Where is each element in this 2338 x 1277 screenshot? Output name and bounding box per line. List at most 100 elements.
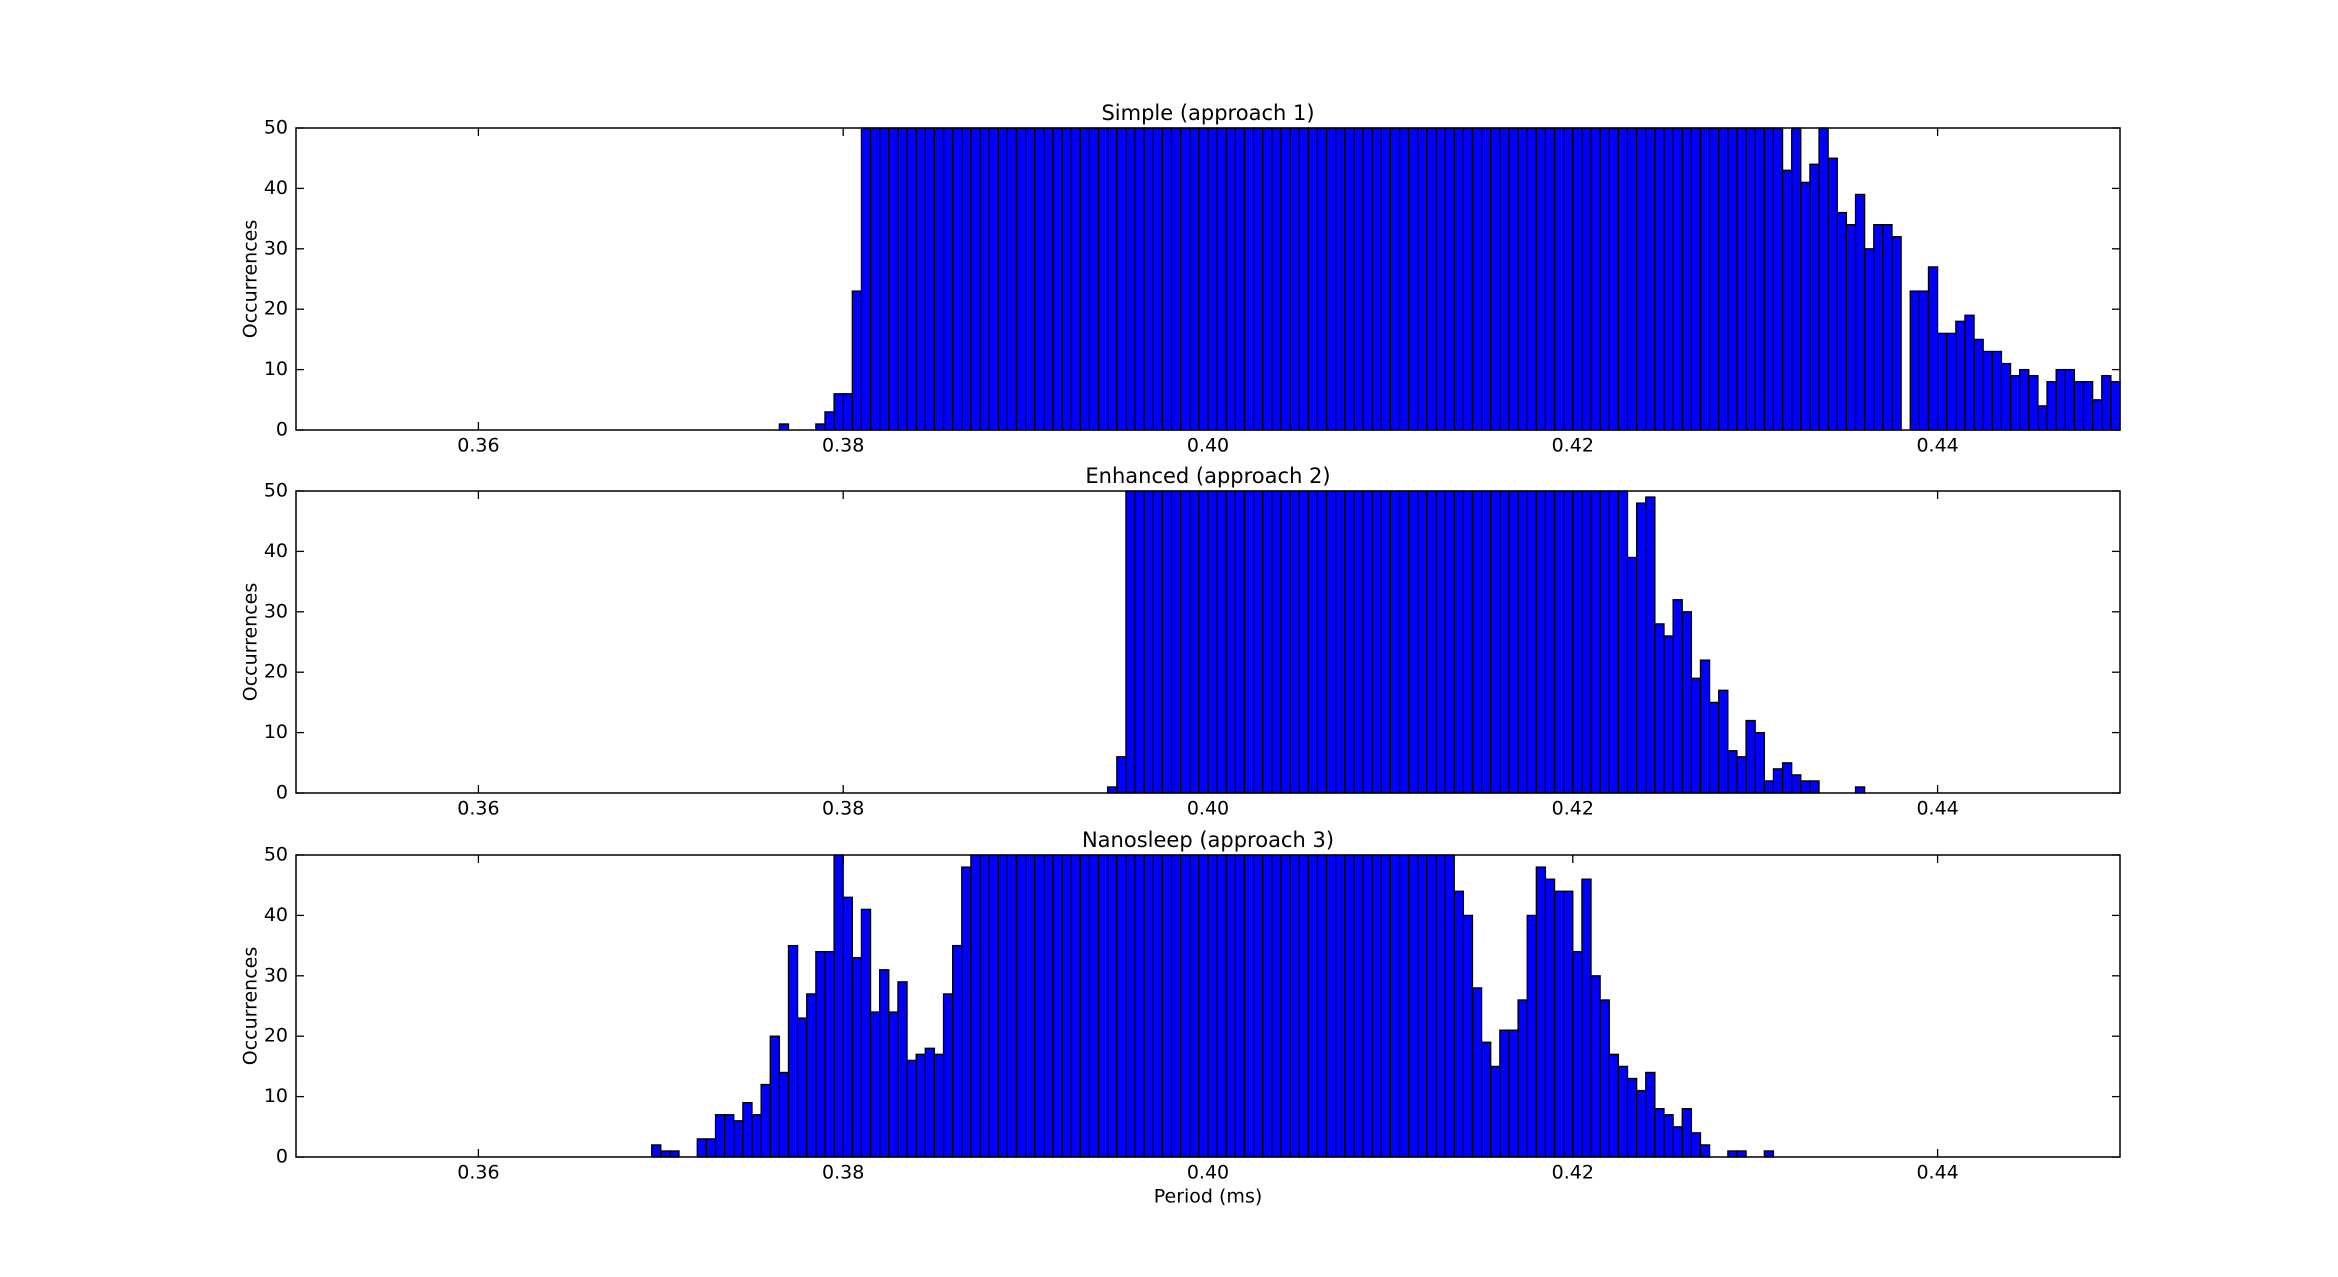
bar bbox=[1161, 127, 1173, 431]
bar bbox=[1380, 854, 1392, 1158]
y-tick-label: 40 bbox=[264, 904, 288, 926]
bar bbox=[1426, 854, 1437, 1158]
y-tick-label: 20 bbox=[264, 298, 288, 320]
y-axis-label: Occurrences bbox=[240, 947, 262, 1066]
bar bbox=[1061, 127, 1072, 431]
bar bbox=[1052, 127, 1063, 431]
bar bbox=[1462, 127, 1474, 431]
bar bbox=[1681, 611, 1693, 794]
bar bbox=[1471, 127, 1483, 431]
bar bbox=[1216, 127, 1227, 431]
bar bbox=[1946, 332, 1957, 431]
bar bbox=[906, 1059, 917, 1158]
x-tick-label: 0.36 bbox=[457, 1162, 499, 1184]
bar bbox=[1097, 127, 1109, 431]
bar bbox=[1243, 854, 1255, 1158]
bar bbox=[997, 127, 1009, 431]
bar bbox=[1179, 490, 1191, 794]
bar bbox=[1116, 756, 1127, 794]
bar bbox=[705, 1138, 717, 1158]
bar bbox=[1307, 127, 1319, 431]
bar bbox=[915, 1053, 926, 1158]
bar bbox=[1426, 490, 1437, 794]
bar bbox=[1499, 490, 1510, 794]
bar bbox=[1316, 127, 1328, 431]
bar bbox=[1107, 127, 1118, 431]
bar bbox=[851, 290, 863, 431]
bar bbox=[1553, 890, 1565, 1158]
bar bbox=[1271, 490, 1282, 794]
bar bbox=[1745, 719, 1756, 794]
bar bbox=[1407, 490, 1419, 794]
bar bbox=[1070, 854, 1081, 1158]
bar bbox=[1572, 950, 1583, 1158]
bar bbox=[1626, 127, 1638, 431]
bar bbox=[1535, 127, 1547, 431]
bar bbox=[1444, 854, 1455, 1158]
bar bbox=[1581, 127, 1592, 431]
bar bbox=[1198, 490, 1209, 794]
bar bbox=[1243, 490, 1255, 794]
bar bbox=[1325, 490, 1337, 794]
bar bbox=[1499, 1029, 1510, 1158]
bar bbox=[979, 854, 990, 1158]
bar bbox=[1718, 127, 1729, 431]
y-tick-label: 50 bbox=[264, 117, 288, 139]
bar bbox=[2028, 374, 2039, 431]
bar bbox=[751, 1114, 762, 1158]
bar bbox=[1572, 127, 1583, 431]
bar bbox=[1927, 266, 1939, 431]
bar bbox=[1207, 490, 1218, 794]
bar bbox=[1517, 127, 1528, 431]
bar bbox=[1189, 854, 1200, 1158]
bar bbox=[1335, 854, 1346, 1158]
bar bbox=[1398, 854, 1410, 1158]
bar bbox=[2000, 362, 2012, 431]
bar bbox=[1544, 878, 1556, 1158]
x-tick-label: 0.38 bbox=[822, 798, 864, 820]
bar bbox=[1654, 623, 1665, 794]
bar bbox=[1006, 854, 1018, 1158]
bar bbox=[1553, 490, 1565, 794]
bar bbox=[1380, 127, 1392, 431]
bar bbox=[1444, 127, 1455, 431]
y-tick-label: 10 bbox=[264, 1085, 288, 1107]
bar bbox=[1435, 127, 1446, 431]
bar bbox=[1517, 999, 1528, 1158]
bar bbox=[1243, 127, 1255, 431]
bar bbox=[1672, 1126, 1683, 1158]
bar bbox=[1854, 193, 1866, 431]
bar bbox=[1608, 127, 1620, 431]
bar bbox=[1599, 127, 1610, 431]
bar bbox=[1134, 490, 1145, 794]
bar bbox=[1490, 1065, 1501, 1158]
bar bbox=[1225, 127, 1237, 431]
bar bbox=[760, 1083, 771, 1158]
bar bbox=[1280, 127, 1291, 431]
x-tick-label: 0.36 bbox=[457, 798, 499, 820]
bar bbox=[1499, 127, 1510, 431]
bar bbox=[1635, 127, 1647, 431]
bar bbox=[787, 944, 799, 1158]
bar bbox=[951, 127, 963, 431]
bar bbox=[860, 908, 872, 1158]
bar bbox=[1736, 756, 1747, 794]
bar bbox=[696, 1138, 708, 1158]
bar bbox=[1088, 854, 1100, 1158]
bar bbox=[1107, 786, 1118, 794]
bar bbox=[1599, 999, 1610, 1158]
bar bbox=[1307, 854, 1319, 1158]
bar bbox=[2037, 405, 2048, 431]
y-tick-label: 20 bbox=[264, 661, 288, 683]
bar bbox=[1781, 762, 1793, 794]
bar bbox=[1107, 854, 1118, 1158]
bar bbox=[1490, 490, 1501, 794]
y-tick-label: 40 bbox=[264, 177, 288, 199]
bar bbox=[1161, 490, 1173, 794]
y-tick-label: 50 bbox=[264, 844, 288, 866]
bar bbox=[1526, 914, 1537, 1158]
bar bbox=[1262, 490, 1273, 794]
bar bbox=[1034, 127, 1045, 431]
bar bbox=[1325, 854, 1337, 1158]
